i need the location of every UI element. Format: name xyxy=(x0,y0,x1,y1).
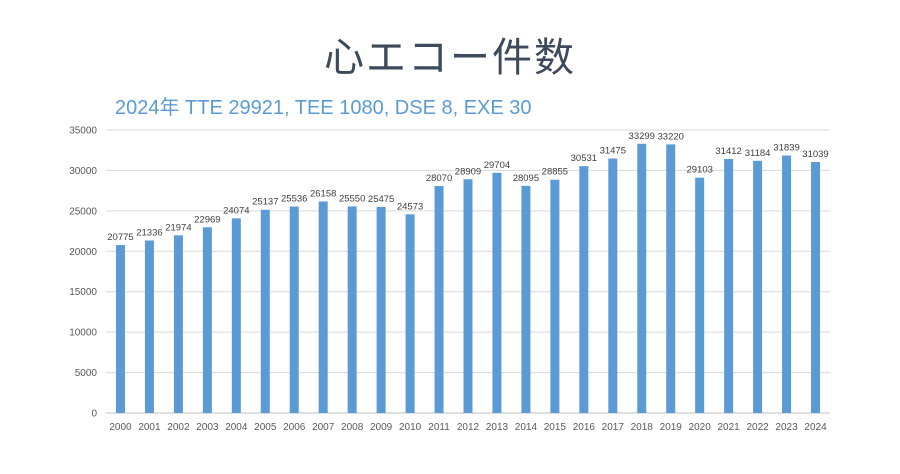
y-tick-label: 35000 xyxy=(69,126,97,137)
chart-title: 心エコー件数 xyxy=(324,35,576,81)
data-label: 24573 xyxy=(397,201,423,212)
data-label: 31184 xyxy=(745,148,771,159)
x-tick-label: 2018 xyxy=(631,422,654,433)
bar xyxy=(405,214,415,413)
x-tick-label: 2024 xyxy=(804,422,827,433)
x-tick-label: 2014 xyxy=(515,422,538,433)
x-tick-label: 2016 xyxy=(573,422,596,433)
data-label: 25550 xyxy=(339,193,365,204)
data-label: 29103 xyxy=(686,165,712,176)
x-tick-label: 2020 xyxy=(689,422,712,433)
bar xyxy=(463,179,473,413)
data-label: 25536 xyxy=(281,194,307,205)
bar xyxy=(434,186,444,413)
data-label: 25475 xyxy=(368,194,394,205)
data-label: 31039 xyxy=(802,149,828,160)
y-tick-label: 25000 xyxy=(69,206,97,217)
data-label: 25137 xyxy=(252,197,278,208)
data-label: 22969 xyxy=(194,214,220,225)
x-tick-label: 2001 xyxy=(138,422,161,433)
x-tick-label: 2002 xyxy=(167,422,190,433)
bar xyxy=(492,172,502,413)
x-tick-label: 2003 xyxy=(196,422,219,433)
bar xyxy=(202,227,212,413)
y-tick-label: 0 xyxy=(91,409,97,420)
bar xyxy=(115,245,125,413)
bar xyxy=(608,158,618,413)
bar xyxy=(724,159,734,413)
x-tick-label: 2009 xyxy=(370,422,393,433)
bar xyxy=(550,179,560,413)
data-label: 30531 xyxy=(571,153,597,164)
x-tick-label: 2005 xyxy=(254,422,277,433)
data-label: 28909 xyxy=(455,166,481,177)
data-label: 24074 xyxy=(223,205,249,216)
data-label: 29704 xyxy=(484,160,510,171)
x-tick-label: 2008 xyxy=(341,422,364,433)
bar xyxy=(260,209,270,413)
data-label: 26158 xyxy=(310,188,336,199)
data-label: 21974 xyxy=(165,222,191,233)
data-label: 31839 xyxy=(773,143,799,154)
x-tick-label: 2011 xyxy=(428,422,450,433)
data-label: 28095 xyxy=(513,173,539,184)
bar xyxy=(666,144,676,413)
data-label: 20775 xyxy=(107,232,133,243)
data-label: 33220 xyxy=(658,131,684,142)
y-tick-label: 20000 xyxy=(69,247,97,258)
y-tick-label: 15000 xyxy=(69,287,97,298)
x-tick-label: 2012 xyxy=(457,422,480,433)
chart-subtitle: 2024年 TTE 29921, TEE 1080, DSE 8, EXE 30 xyxy=(115,97,532,119)
bar xyxy=(579,166,589,413)
y-tick-label: 5000 xyxy=(75,368,98,379)
bar xyxy=(782,155,792,413)
x-tick-label: 2022 xyxy=(746,422,769,433)
data-label: 33299 xyxy=(629,131,655,142)
bar xyxy=(695,177,705,413)
data-label: 21336 xyxy=(136,227,162,238)
bar xyxy=(347,206,357,413)
x-tick-label: 2023 xyxy=(775,422,798,433)
bar xyxy=(289,206,299,413)
bar xyxy=(144,240,154,413)
data-label: 31412 xyxy=(715,146,741,157)
x-tick-label: 2015 xyxy=(544,422,567,433)
data-label: 31475 xyxy=(600,146,626,157)
data-label: 28070 xyxy=(426,173,452,184)
y-axis: 0 5000 10000 15000 20000 25000 30000 35000 xyxy=(69,126,97,420)
y-tick-label: 30000 xyxy=(69,166,97,177)
bar xyxy=(811,162,821,413)
x-tick-label: 2019 xyxy=(660,422,683,433)
bar xyxy=(231,218,241,413)
x-tick-label: 2021 xyxy=(718,422,741,433)
data-label: 28855 xyxy=(542,167,568,178)
x-axis: 2000 2001 2002 2003 2004 2005 2006 2007 2008 2009… xyxy=(109,422,827,433)
x-tick-label: 2010 xyxy=(399,422,422,433)
bar xyxy=(637,143,647,414)
x-tick-label: 2013 xyxy=(486,422,509,433)
y-tick-label: 10000 xyxy=(69,328,97,339)
x-tick-label: 2004 xyxy=(225,422,248,433)
bars xyxy=(115,143,821,414)
bar xyxy=(173,235,183,413)
bar xyxy=(753,160,763,413)
bar xyxy=(521,185,531,413)
x-tick-label: 2007 xyxy=(312,422,335,433)
x-tick-label: 2017 xyxy=(602,422,625,433)
x-tick-label: 2000 xyxy=(109,422,132,433)
bar xyxy=(376,207,386,413)
x-tick-label: 2006 xyxy=(283,422,306,433)
bar xyxy=(318,201,328,413)
